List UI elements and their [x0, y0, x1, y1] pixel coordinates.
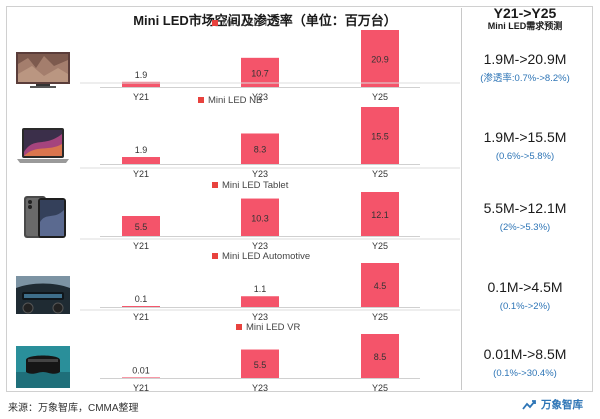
- legend-swatch: [212, 253, 218, 259]
- bar: [122, 157, 160, 164]
- brand-logo: 万象智库: [522, 397, 583, 412]
- forecast-nb: 1.9M->15.5M (0.6%->5.8%): [462, 128, 588, 164]
- legend-label: Mini LED Tablet: [222, 180, 289, 191]
- data-label: 12.1: [371, 210, 389, 220]
- legend-label: Mini LED NB: [208, 95, 262, 106]
- category-label: Y25: [372, 383, 388, 393]
- legend-swatch: [236, 324, 242, 330]
- bar: [122, 81, 160, 87]
- tablet-icon: [14, 192, 72, 242]
- data-label: 5.5: [254, 360, 267, 370]
- bar: [241, 133, 279, 164]
- penetration-rate: (2%->5.3%): [499, 222, 551, 233]
- data-label: 10.3: [251, 213, 269, 223]
- brand-chart-icon: [522, 399, 536, 410]
- category-label: Y23: [252, 312, 268, 322]
- legend-swatch: [198, 97, 204, 103]
- category-label: Y21: [133, 312, 149, 322]
- bar: [241, 57, 279, 87]
- penetration-rate: (渗透率:0.7%->8.2%): [480, 73, 570, 84]
- car-dashboard-icon: [14, 270, 72, 320]
- bar: [241, 296, 279, 307]
- category-label: Y23: [252, 383, 268, 393]
- legend-swatch: [212, 20, 218, 26]
- forecast-period: Y21->Y25: [493, 5, 557, 21]
- forecast-tv: 1.9M->20.9M (渗透率:0.7%->8.2%): [462, 50, 588, 86]
- category-label: Y25: [372, 241, 388, 251]
- bar: [241, 198, 279, 236]
- data-label: 0.01: [132, 365, 150, 375]
- data-label: 15.5: [371, 132, 389, 142]
- penetration-rate: (0.6%->5.8%): [495, 151, 555, 162]
- forecast-value: 0.1M->4.5M: [487, 279, 563, 295]
- forecast-subtitle: Mini LED需求预测: [487, 21, 563, 31]
- forecast-tablet: 5.5M->12.1M (2%->5.3%): [462, 199, 588, 235]
- category-label: Y21: [133, 92, 149, 102]
- category-label: Y21: [133, 383, 149, 393]
- legend-label: Mini LED Automotive: [222, 251, 310, 262]
- bar: [361, 107, 399, 164]
- category-label: Y25: [372, 92, 388, 102]
- forecast-header: Y21->Y25 Mini LED需求预测: [462, 5, 588, 32]
- forecast-value: 1.9M->15.5M: [483, 129, 567, 145]
- legend-label: Mini LED VR: [246, 322, 301, 333]
- data-label: 20.9: [371, 55, 389, 65]
- category-label: Y25: [372, 169, 388, 179]
- vr-headset-icon: [14, 342, 72, 392]
- data-label: 1.9: [135, 145, 148, 155]
- category-label: Y21: [133, 241, 149, 251]
- bar: [361, 30, 399, 87]
- laptop-icon: [14, 122, 72, 172]
- data-label: 8.5: [374, 352, 387, 362]
- data-label: 1.9: [135, 70, 148, 80]
- bar: [361, 192, 399, 236]
- forecast-value: 1.9M->20.9M: [483, 51, 567, 67]
- brand-name: 万象智库: [541, 399, 583, 411]
- category-label: Y23: [252, 169, 268, 179]
- data-label: 10.7: [251, 68, 269, 78]
- category-label: Y23: [252, 241, 268, 251]
- forecast-automotive: 0.1M->4.5M (0.1%->2%): [462, 278, 588, 314]
- data-label: 0.1: [135, 294, 148, 304]
- column-divider: [461, 8, 462, 390]
- bar: [241, 349, 279, 378]
- forecast-vr: 0.01M->8.5M (0.1%->30.4%): [462, 345, 588, 381]
- category-label: Y23: [252, 92, 268, 102]
- category-label: Y21: [133, 169, 149, 179]
- data-label: 8.3: [254, 145, 267, 155]
- bar: [122, 306, 160, 307]
- bar: [122, 216, 160, 236]
- penetration-rate: (0.1%->30.4%): [493, 368, 557, 379]
- bar: [122, 377, 160, 378]
- source-note: 来源：万象智库，CMMA整理: [8, 403, 139, 414]
- chart-frame: [6, 6, 593, 392]
- legend-label: Mini LED TV: [222, 18, 276, 29]
- bar: [361, 263, 399, 307]
- forecast-value: 5.5M->12.1M: [483, 200, 567, 216]
- tv-icon: [14, 44, 72, 94]
- chart-title: Mini LED市场空间及渗透率（单位：百万台）: [133, 13, 397, 28]
- penetration-rate: (0.1%->2%): [499, 301, 551, 312]
- data-label: 1.1: [254, 284, 267, 294]
- data-label: 4.5: [374, 281, 387, 291]
- legend-swatch: [212, 182, 218, 188]
- forecast-value: 0.01M->8.5M: [483, 346, 567, 362]
- data-label: 5.5: [135, 222, 148, 232]
- category-label: Y25: [372, 312, 388, 322]
- bar: [361, 334, 399, 378]
